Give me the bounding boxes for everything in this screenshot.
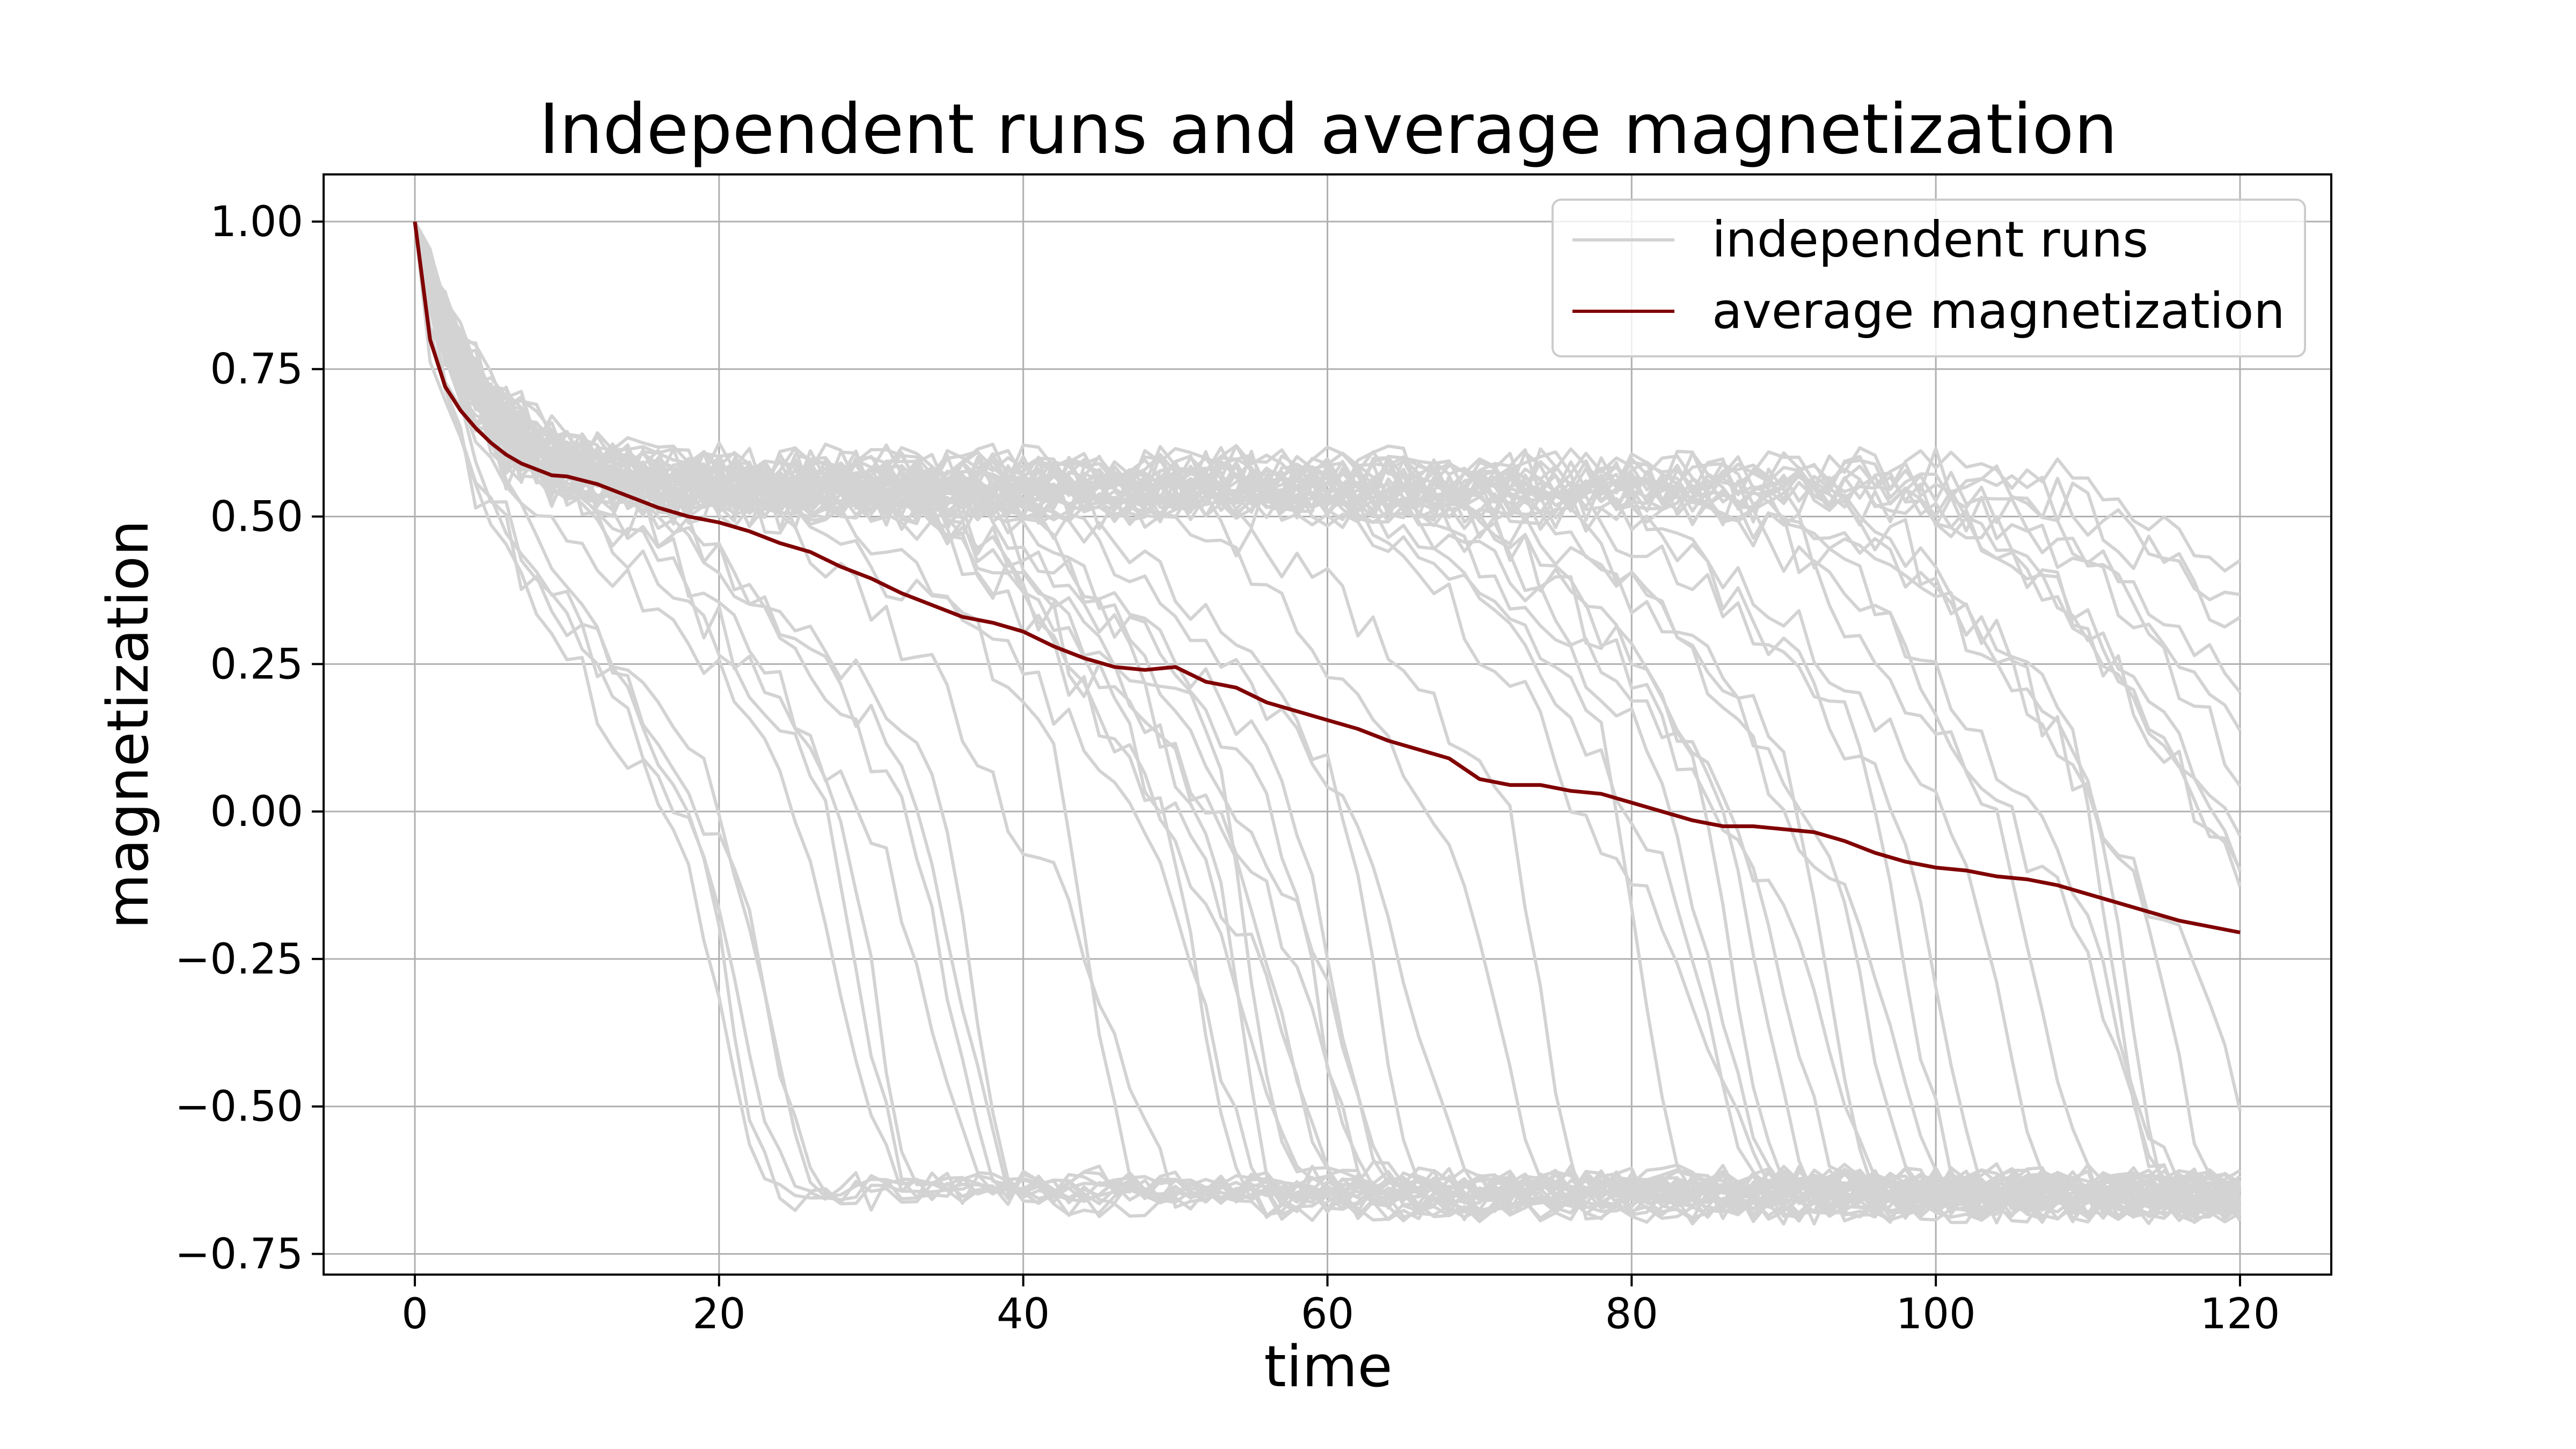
x-tick-label: 120	[2200, 1290, 2280, 1338]
independent-run-line	[413, 221, 2241, 1222]
y-tick-label: −0.75	[175, 1231, 303, 1279]
y-tick-label: 0.50	[210, 493, 303, 541]
x-axis-label: time	[1264, 1334, 1392, 1400]
x-tick-label: 20	[692, 1290, 745, 1338]
x-axis-ticks: 0 20 40 60 80 100 120	[401, 1275, 2280, 1338]
x-tick-label: 60	[1301, 1290, 1354, 1338]
y-tick-label: −0.25	[175, 935, 303, 984]
independent-run-line	[413, 221, 2241, 1218]
x-tick-label: 40	[997, 1290, 1050, 1338]
y-tick-label: 1.00	[210, 198, 303, 246]
x-tick-label: 80	[1605, 1290, 1658, 1338]
x-tick-label: 100	[1896, 1290, 1976, 1338]
legend-label-average: average magnetization	[1712, 282, 2285, 340]
legend: independent runs average magnetization	[1552, 199, 2306, 357]
average-series	[413, 221, 2241, 934]
average-magnetization-line	[413, 221, 2241, 934]
y-axis-label: magnetization	[95, 520, 161, 930]
y-tick-label: 0.25	[210, 640, 303, 689]
independent-run-line	[413, 221, 2241, 1221]
y-tick-label: 0.00	[210, 788, 303, 836]
x-tick-label: 0	[401, 1290, 428, 1338]
independent-run-line	[413, 221, 2242, 1206]
independent-run-line	[413, 221, 2241, 1204]
independent-run-line	[413, 221, 2241, 629]
independent-run-line	[413, 221, 2241, 1224]
independent-run-line	[413, 221, 2241, 1202]
independent-runs	[413, 221, 2242, 1226]
y-axis-ticks: 1.00 0.75 0.50 0.25 0.00 −0.25 −0.50 −0.75	[175, 198, 324, 1279]
y-tick-label: −0.50	[175, 1083, 303, 1131]
legend-box	[1552, 199, 2306, 357]
independent-run-line	[413, 221, 2242, 693]
legend-label-runs: independent runs	[1712, 211, 2148, 268]
chart-title: Independent runs and average magnetizati…	[539, 90, 2117, 170]
independent-run-line	[413, 221, 2242, 872]
y-tick-label: 0.75	[210, 346, 303, 394]
